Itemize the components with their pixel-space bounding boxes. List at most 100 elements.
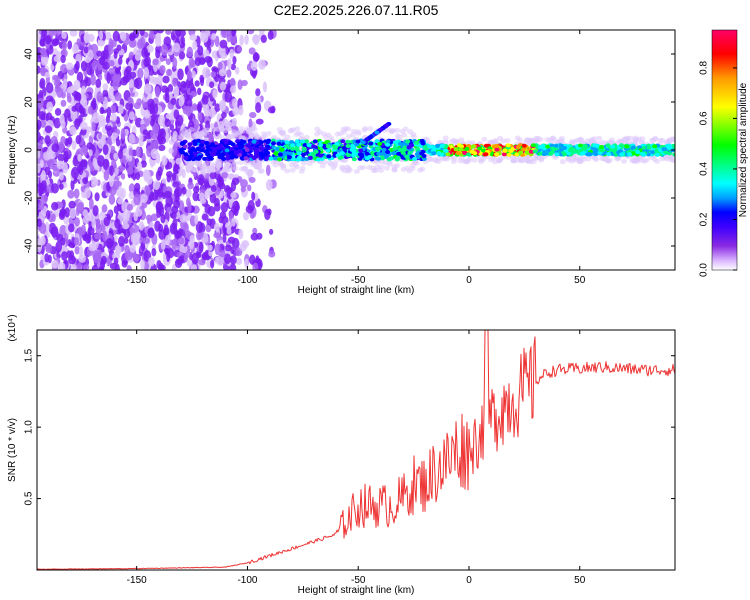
spectrogram-halo-blob [225, 134, 232, 140]
spectrogram-noise-blob [229, 255, 237, 265]
spectrogram-noise-blob [158, 223, 164, 233]
spectrogram-signal-blob [192, 139, 198, 144]
spectrogram-noise-blob [255, 88, 261, 97]
spectrogram-halo-blob [388, 128, 395, 134]
spectrogram-signal-blob [376, 156, 382, 161]
spectrogram-signal-blob [524, 150, 530, 155]
spectrogram-noise-blob [59, 113, 65, 125]
spectrogram-halo-blob [632, 139, 639, 145]
spectrogram-noise-blob [166, 206, 172, 213]
spectrogram-signal-blob [188, 153, 194, 158]
spectrogram-noise-blob [74, 217, 80, 227]
spectrogram-signal-blob [273, 156, 279, 161]
spectrogram-signal-blob [666, 145, 672, 150]
spectrogram-signal-blob [626, 152, 632, 157]
spectrogram-signal-blob [562, 145, 568, 150]
spectrogram-noise-blob [178, 200, 185, 212]
spectrogram-y-tick-label: 40 [24, 48, 35, 60]
spectrogram-signal-blob [545, 144, 551, 149]
spectrogram-halo-blob [192, 167, 199, 173]
spectrogram-noise-blob [192, 103, 198, 111]
spectrogram-noise-blob [38, 201, 45, 211]
spectrogram-signal-blob [306, 143, 312, 148]
spectrogram-noise-blob [243, 211, 250, 221]
spectrogram-signal-blob [205, 144, 211, 149]
spectrogram-noise-blob [106, 237, 113, 250]
spectrogram-noise-blob [234, 66, 240, 75]
spectrogram-noise-blob [61, 31, 67, 40]
spectrogram-signal-blob [274, 146, 280, 151]
spectrogram-signal-blob [358, 148, 364, 153]
spectrogram-signal-blob [585, 152, 591, 157]
spectrogram-signal-blob [313, 149, 319, 154]
spectrogram-noise-blob [60, 99, 67, 107]
spectrogram-noise-blob [255, 102, 262, 114]
spectrogram-noise-blob [185, 188, 192, 199]
spectrogram-signal-blob [315, 157, 321, 162]
spectrogram-noise-blob [216, 255, 224, 266]
spectrogram-noise-blob [39, 235, 46, 246]
spectrogram-noise-blob [143, 261, 150, 270]
spectrogram-signal-blob [223, 140, 229, 145]
colorbar-tick-label: 0.6 [699, 111, 710, 125]
spectrogram-noise-blob [101, 255, 107, 265]
spectrogram-noise-blob [87, 106, 94, 115]
spectrogram-halo-blob [671, 156, 675, 162]
spectrogram-noise-blob [121, 260, 128, 268]
spectrogram-signal-blob [397, 147, 403, 152]
spectrogram-signal-blob [339, 151, 345, 156]
spectrogram-noise-blob [219, 39, 228, 49]
spectrogram-noise-blob [69, 207, 77, 219]
spectrogram-signal-blob [537, 144, 543, 149]
spectrogram-signal-blob [415, 146, 421, 151]
spectrogram-signal-blob [406, 145, 412, 150]
spectrogram-noise-blob [93, 178, 99, 186]
snr-x-ticks: -150 -100 -50 0 50 [127, 330, 586, 586]
spectrogram-halo-blob [224, 166, 231, 172]
spectrogram-noise-blob [128, 39, 137, 48]
spectrogram-halo-blob [216, 160, 223, 166]
spectrogram-halo-blob [659, 156, 666, 162]
spectrogram-signal-blob [459, 144, 465, 149]
spectrogram-noise-blob [148, 256, 155, 267]
spectrogram-noise-blob [39, 159, 44, 169]
spectrogram-noise-blob [53, 55, 60, 62]
spectrogram-noise-blob [58, 201, 64, 208]
spectrogram-halo-blob [585, 156, 592, 162]
spectrogram-noise-blob [114, 218, 121, 229]
spectrogram-signal-blob [579, 151, 585, 156]
spectrogram-noise-blob [42, 51, 48, 59]
spectrogram-halo-blob [648, 137, 655, 143]
spectrogram-noise-blob [39, 119, 47, 128]
spectrogram-halo-blob [471, 157, 478, 163]
spectrogram-halo-blob [367, 126, 374, 132]
spectrogram-noise-blob [189, 59, 197, 68]
spectrogram-halo-blob [574, 137, 581, 143]
spectrogram-noise-blob [174, 195, 180, 203]
spectrogram-noise-blob [198, 241, 204, 254]
spectrogram-noise-blob [135, 172, 141, 180]
spectrogram-noise-blob [55, 76, 61, 84]
spectrogram-noise-blob [102, 49, 109, 60]
spectrogram-noise-blob [204, 203, 211, 214]
spectrogram-noise-blob [60, 135, 66, 144]
spectrogram-noise-blob [142, 129, 149, 136]
spectrogram-noise-blob [160, 238, 166, 251]
spectrogram-noise-blob [120, 128, 126, 140]
spectrogram-noise-blob [175, 157, 182, 165]
spectrogram-signal-blob [284, 140, 290, 145]
spectrogram-signal-blob [341, 146, 347, 151]
spectrogram-noise-blob [232, 98, 238, 108]
spectrogram-noise-blob [193, 185, 200, 194]
snr-frame [36, 329, 676, 571]
spectrogram-noise-blob [44, 135, 51, 145]
spectrogram-signal-blob [385, 142, 391, 147]
spectrogram-noise-blob [209, 171, 217, 180]
spectrogram-halo-blob [350, 132, 357, 138]
snr-background [37, 330, 675, 570]
spectrogram-noise-blob [172, 57, 178, 69]
spectrogram-noise-blob [120, 31, 127, 42]
spectrogram-noise-blob [118, 235, 125, 247]
spectrogram-noise-blob [203, 232, 209, 243]
spectrogram-noise-blob [229, 48, 235, 59]
